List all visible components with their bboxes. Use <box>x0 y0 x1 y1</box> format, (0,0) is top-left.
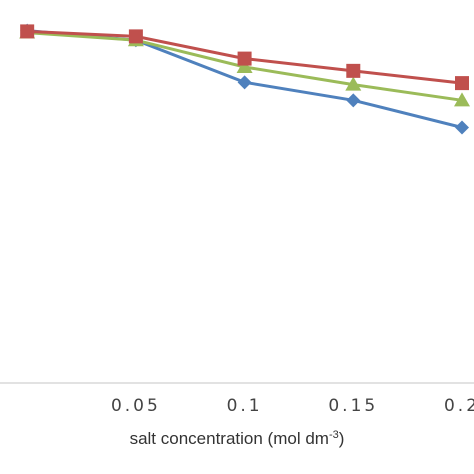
series-square <box>20 24 469 91</box>
data-point-diamond <box>346 93 361 108</box>
x-axis-title-end: ) <box>339 429 345 448</box>
x-axis-title: salt concentration (mol dm-3) <box>130 429 345 448</box>
x-tick-label: 0.05 <box>111 396 161 416</box>
x-tick-label: 0.1 <box>227 396 263 416</box>
data-point-triangle <box>345 76 362 91</box>
data-point-diamond <box>237 75 252 90</box>
data-point-square <box>237 51 252 66</box>
data-point-triangle <box>454 92 470 107</box>
series-layer <box>19 23 470 135</box>
data-point-square <box>20 24 35 39</box>
data-point-square <box>455 76 469 91</box>
data-point-diamond <box>455 120 469 135</box>
data-point-triangle <box>236 59 253 74</box>
x-axis-title-main: salt concentration (mol dm <box>130 429 329 448</box>
data-point-square <box>128 29 143 44</box>
x-tick-label: 0.15 <box>328 396 378 416</box>
x-axis-title-sup: -3 <box>329 429 339 441</box>
series-diamond <box>20 23 469 135</box>
x-tick-label: 0.2 <box>444 396 474 416</box>
data-point-square <box>346 63 361 78</box>
x-tick-labels: 0.05 0.1 0.15 0.2 <box>111 396 474 416</box>
